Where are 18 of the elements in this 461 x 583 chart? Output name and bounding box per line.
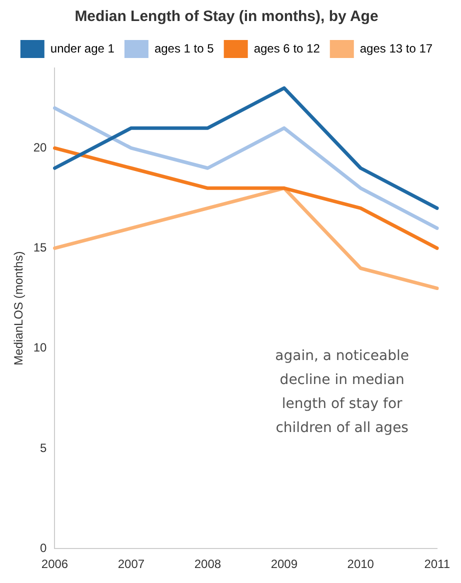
x-tick-label: 2010 xyxy=(347,557,374,572)
y-tick-label: 5 xyxy=(40,440,48,455)
y-tick-label: 0 xyxy=(40,540,48,555)
annotation: again, a noticeable decline in median length of stay for children of all ages xyxy=(275,348,410,436)
legend-label: under age 1 xyxy=(50,41,115,56)
x-tick-label: 2006 xyxy=(41,557,68,572)
x-tick-label: 2011 xyxy=(424,557,450,572)
legend-label: ages 6 to 12 xyxy=(254,41,320,56)
y-tick-label: 15 xyxy=(33,240,48,255)
y-axis-title: MedianLOS (months) xyxy=(12,251,26,366)
x-tick-label: 2009 xyxy=(270,557,298,572)
y-tick-label: 20 xyxy=(33,140,48,154)
x-tick-label: 2008 xyxy=(194,557,222,572)
y-tick-label: 10 xyxy=(33,340,48,355)
legend-label: ages 13 to 17 xyxy=(360,41,433,56)
legend-label: ages 1 to 5 xyxy=(154,41,214,56)
x-tick-label: 2007 xyxy=(118,557,145,572)
chart-title: Median Length of Stay (in months), by Age xyxy=(74,8,378,26)
